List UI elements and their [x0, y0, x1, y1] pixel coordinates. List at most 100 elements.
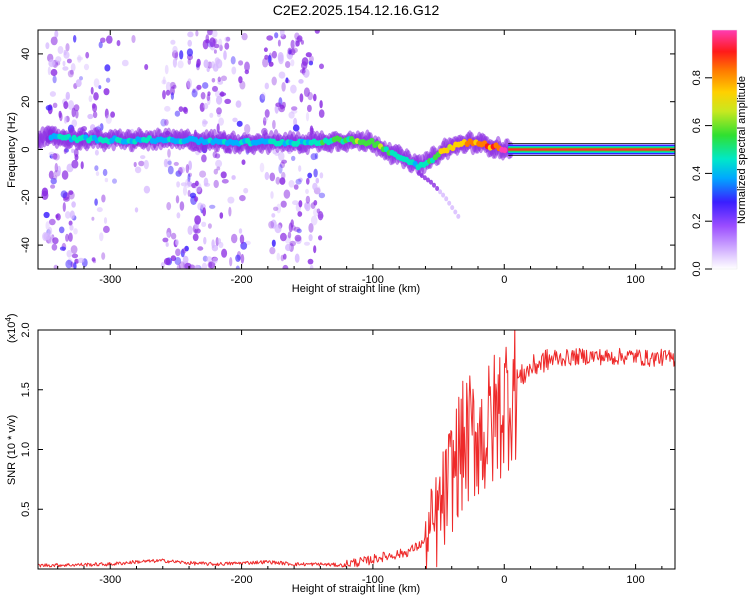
- spectrogram-noise-cell: [275, 176, 281, 185]
- spectrogram-noise-cell: [214, 57, 220, 65]
- spectrogram-noise-cell: [219, 212, 224, 219]
- spectrogram-noise-cell: [54, 30, 59, 38]
- spectrogram-noise-cell: [45, 42, 50, 50]
- y-tick-label: 20: [20, 96, 32, 108]
- spectrogram-noise-cell: [52, 102, 58, 109]
- spectrogram-noise-cell: [308, 60, 314, 66]
- spectrogram-noise-cell: [236, 120, 243, 127]
- spectrogram-noise-cell: [85, 51, 90, 59]
- spectrogram-noise-cell: [312, 182, 318, 191]
- spectrogram-noise-cell: [175, 170, 182, 177]
- spectrogram-noise-cell: [62, 60, 66, 67]
- spectrogram-noise-cell: [220, 171, 227, 179]
- spectrogram-noise-cell: [47, 226, 53, 237]
- spectrogram-noise-cell: [293, 226, 301, 232]
- spectrogram-noise-cell: [104, 64, 111, 72]
- spectrogram-noise-cell: [211, 244, 219, 252]
- spectrogram-branch-cell: [429, 179, 433, 185]
- spectrogram-noise-cell: [71, 253, 79, 259]
- spectrogram-noise-cell: [213, 179, 219, 189]
- spectrogram-noise-cell: [231, 233, 238, 244]
- spectrogram-branch-cell: [438, 189, 443, 195]
- spectrogram-noise-cell: [105, 114, 112, 124]
- spectrogram-noise-cell: [212, 85, 218, 92]
- spectrogram-noise-cell: [50, 177, 57, 185]
- spectrogram-noise-cell: [167, 165, 174, 175]
- spectrogram-noise-cell: [207, 30, 213, 36]
- spectrogram-noise-cell: [205, 256, 213, 262]
- spectrogram-noise-cell: [166, 232, 171, 238]
- spectrogram-noise-cell: [166, 202, 172, 211]
- spectrogram-noise-cell: [202, 207, 206, 217]
- spectrogram-noise-cell: [92, 103, 98, 113]
- spectrogram-noise-cell: [71, 119, 78, 128]
- spectrogram-noise-cell: [47, 66, 51, 76]
- spectrogram-noise-cell: [212, 151, 218, 159]
- spectrogram-noise-cell: [52, 153, 58, 160]
- spectrogram-noise-cell: [263, 47, 268, 52]
- spectrogram-branch-cell: [441, 192, 446, 198]
- spectrogram-noise-cell: [259, 93, 266, 103]
- snr-series-line: [38, 330, 675, 569]
- spectrogram-noise-cell: [91, 257, 96, 262]
- colorbar-tick-label: 0.8: [691, 70, 703, 85]
- spectrogram-noise-cell: [261, 92, 266, 100]
- spectrogram-noise-cell: [101, 194, 106, 203]
- spectrogram-noise-cell: [238, 76, 243, 84]
- spectrogram-noise-cell: [54, 162, 58, 173]
- spectrogram-noise-cell: [283, 253, 287, 260]
- spectrogram-noise-cell: [201, 221, 207, 227]
- x-tick-label: 0: [501, 274, 507, 286]
- spectrogram-noise-cell: [164, 105, 171, 112]
- spectrogram-noise-cell: [281, 159, 287, 164]
- spectrogram-noise-cell: [202, 120, 208, 125]
- figure-title: C2E2.2025.154.12.16.G12: [273, 2, 440, 18]
- spectrogram-noise-cell: [175, 239, 179, 246]
- spectrogram-noise-cell: [87, 113, 94, 120]
- spectrogram-noise-cell: [102, 168, 108, 177]
- spectrogram-noise-cell: [53, 153, 60, 161]
- spectrogram-noise-cell: [224, 36, 231, 42]
- spectrogram-noise-cell: [92, 111, 98, 119]
- spectrogram-noise-cell: [280, 104, 284, 110]
- spectrogram-noise-cell: [65, 43, 70, 52]
- spectrogram-noise-cell: [69, 224, 74, 231]
- spectrogram-noise-cell: [172, 84, 177, 89]
- spectrogram-noise-cell: [180, 182, 188, 187]
- spectrogram-noise-cell: [164, 119, 169, 126]
- spectrogram-noise-cell: [55, 214, 59, 219]
- spectrogram-noise-cell: [68, 232, 73, 242]
- spectrogram-noise-cell: [175, 248, 181, 257]
- spectrogram-noise-cell: [63, 148, 67, 155]
- spectrogram-noise-cell: [223, 50, 227, 61]
- spectrogram-noise-cell: [294, 234, 302, 242]
- spectrogram-noise-cell: [207, 261, 213, 269]
- spectrogram-noise-cell: [288, 111, 295, 119]
- spectrogram-noise-cell: [73, 228, 78, 235]
- spectrogram-noise-cell: [241, 32, 248, 41]
- spectrogram-noise-cell: [187, 31, 194, 38]
- spectrogram-noise-cell: [209, 112, 214, 118]
- spectrogram-noise-cell: [196, 186, 203, 195]
- spectrogram-noise-cell: [315, 177, 320, 184]
- spectrogram-noise-cell: [220, 75, 227, 82]
- spectrogram-noise-cell: [235, 265, 240, 269]
- spectrogram-noise-cell: [70, 245, 78, 254]
- spectrogram-noise-cell: [88, 95, 93, 103]
- spectrogram-noise-cell: [73, 35, 77, 43]
- spectrogram-noise-cell: [67, 100, 75, 111]
- spectrogram-noise-cell: [224, 98, 232, 104]
- spectrogram-noise-cell: [318, 109, 325, 118]
- spectrogram-noise-cell: [176, 264, 181, 269]
- spectrogram-noise-cell: [101, 252, 106, 260]
- spectrogram-noise-cell: [308, 55, 314, 63]
- spectrogram-noise-cell: [187, 225, 193, 235]
- spectrogram-noise-cell: [281, 82, 286, 92]
- spectrogram-noise-cell: [291, 106, 298, 111]
- spectrogram-noise-cell: [264, 109, 270, 118]
- spectrogram-noise-cell: [62, 66, 69, 71]
- spectrogram-noise-cell: [262, 116, 269, 122]
- spectrogram-noise-cell: [112, 178, 117, 184]
- colorbar-tick-label: 0.2: [691, 214, 703, 229]
